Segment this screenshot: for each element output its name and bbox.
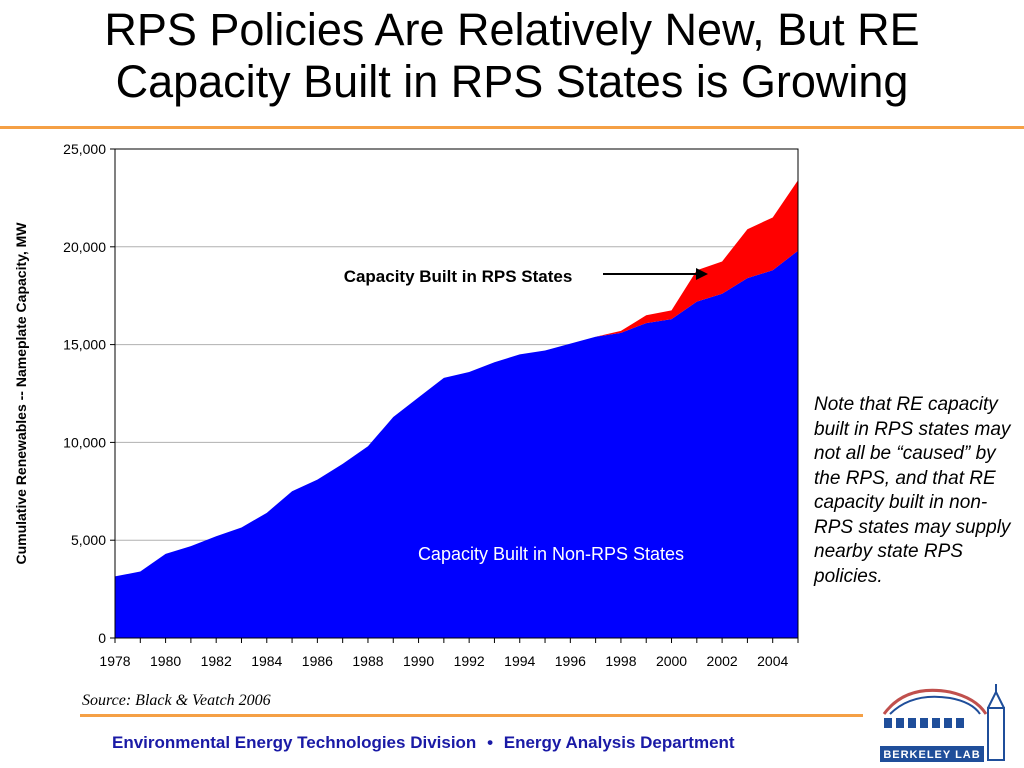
- area-chart: 0 5,000 10,000 15,000 20,000 25,000 1978 1980 19…: [13, 141, 799, 669]
- y-tick-label: 20,000: [63, 239, 106, 255]
- title-divider: [0, 126, 1024, 129]
- y-tick-label: 10,000: [63, 434, 106, 450]
- footer-separator: •: [487, 733, 494, 752]
- logo-arc: [882, 688, 988, 715]
- y-tick-label: 15,000: [63, 337, 106, 353]
- x-tick-label: 1986: [302, 653, 333, 669]
- x-tick-label: 1992: [454, 653, 485, 669]
- y-tick-label: 25,000: [63, 141, 106, 157]
- footer-text: Environmental Energy Technologies Divisi…: [112, 733, 735, 753]
- plot-frame: [114, 148, 799, 639]
- title-line-1: RPS Policies Are Relatively New, But RE: [104, 4, 920, 55]
- non-rps-annotation: Capacity Built in Non-RPS States: [418, 544, 684, 564]
- x-tick-label: 1996: [555, 653, 586, 669]
- y-tick-label: 5,000: [71, 532, 106, 548]
- rps-annotation: Capacity Built in RPS States: [344, 267, 573, 286]
- title-line-2: Capacity Built in RPS States is Growing: [115, 56, 909, 107]
- x-tick-label: 2000: [656, 653, 687, 669]
- annotation-arrowhead: [696, 268, 708, 280]
- x-tick-label: 2004: [757, 653, 788, 669]
- x-tick-label: 1990: [403, 653, 434, 669]
- y-axis-label: Cumulative Renewables -- Nameplate Capac…: [13, 222, 29, 565]
- x-tick-label: 1980: [150, 653, 181, 669]
- note-text: Note that RE capacity built in RPS state…: [814, 394, 1011, 587]
- y-tick-label: 0: [98, 630, 106, 646]
- logo-arc-inner: [889, 695, 981, 715]
- x-tick-label: 1982: [201, 653, 232, 669]
- logo-text: BERKELEY LAB: [883, 749, 980, 761]
- logo-flags: [884, 718, 964, 728]
- series-area-0: [115, 250, 798, 638]
- berkeley-lab-logo: BERKELEY LAB: [880, 684, 1005, 762]
- source-citation: Source: Black & Veatch 2006: [82, 692, 271, 709]
- logo-banner: [880, 746, 984, 762]
- slide-title: RPS Policies Are Relatively New, But RE …: [0, 4, 1024, 108]
- x-tick-label: 1988: [352, 653, 383, 669]
- x-tick-label: 2002: [707, 653, 738, 669]
- footer-division: Environmental Energy Technologies Divisi…: [112, 733, 477, 752]
- x-tick-label: 1994: [504, 653, 535, 669]
- footer-divider: [80, 714, 863, 717]
- x-tick-label: 1984: [251, 653, 282, 669]
- x-tick-label: 1978: [99, 653, 130, 669]
- logo-tower: [987, 684, 1005, 761]
- x-tick-label: 1998: [605, 653, 636, 669]
- footer-department: Energy Analysis Department: [503, 733, 735, 752]
